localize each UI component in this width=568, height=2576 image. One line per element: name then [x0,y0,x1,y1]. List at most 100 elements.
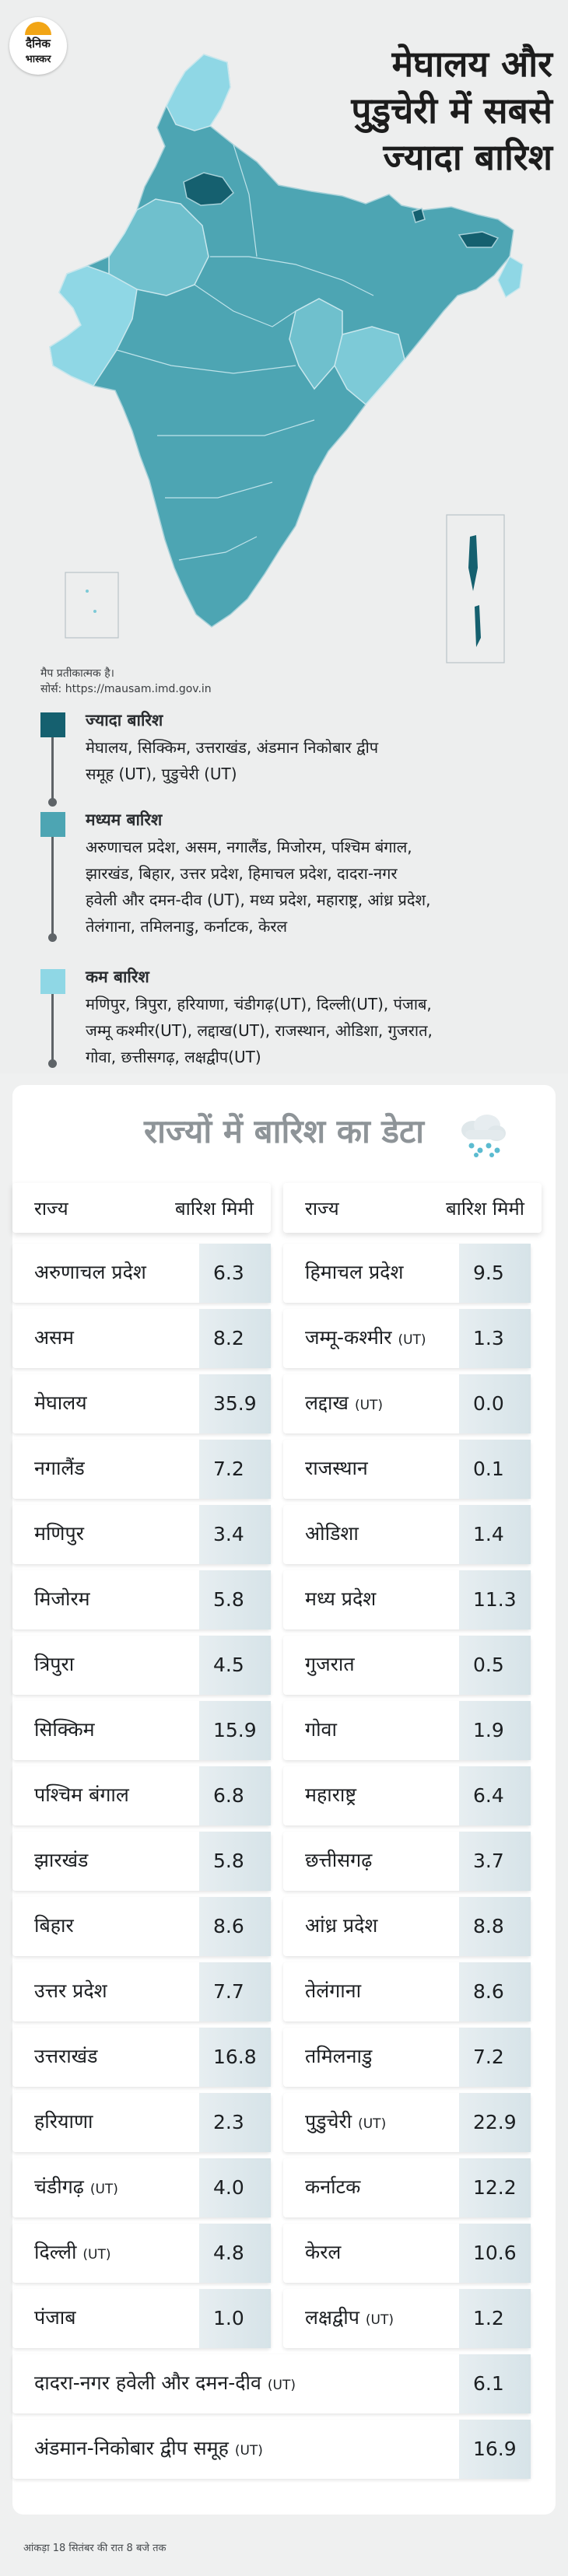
state-name: लक्षद्वीप (UT) [305,2305,394,2333]
legend-text-low: मणिपुर, त्रिपुरा, हरियाणा, चंडीगढ़(UT), … [86,991,552,1070]
rain-cloud-icon [461,1115,506,1157]
state-name: पश्चिम बंगाल [34,1782,129,1811]
table-row: बिहार 8.6 [12,1897,271,1956]
ut-suffix: (UT) [398,1332,426,1348]
rainfall-value: 1.3 [459,1309,531,1368]
state-name: चंडीगढ़ (UT) [34,2174,118,2203]
legend-line: हवेली और दमन-दीव (UT), मध्य प्रदेश, महार… [86,891,431,909]
table-row: नगालैंड 7.2 [12,1440,271,1499]
legend-dot [48,798,57,807]
state-name-text: मिजोरम [34,1587,90,1610]
state-name-text: कर्नाटक [305,2175,361,2198]
rainfall-value: 11.3 [459,1570,531,1629]
map-lakshadweep-dots [86,590,89,593]
state-name: कर्नाटक [305,2174,360,2203]
state-name-text: उत्तराखंड [34,2045,98,2067]
rainfall-value: 15.9 [199,1701,271,1760]
table-row: असम 8.2 [12,1309,271,1368]
rainfall-value: 0.1 [459,1440,531,1499]
rainfall-value: 5.8 [199,1570,271,1629]
table-row: मेघालय 35.9 [12,1374,271,1433]
table-header-left: राज्य बारिश मिमी [12,1183,271,1233]
state-name-text: केरल [305,2241,342,2263]
map-region-high-sikkim [412,208,426,223]
ut-suffix: (UT) [365,2312,394,2328]
rainfall-value: 3.7 [459,1832,531,1891]
rainfall-value: 6.3 [199,1244,271,1303]
rainfall-value: 8.6 [459,1962,531,2021]
headline-line1: मेघालय और [391,43,552,85]
state-name: राजस्थान [305,1455,368,1484]
legend-connector [51,994,54,1064]
state-name: अंडमान-निकोबार द्वीप समूह (UT) [34,2435,263,2464]
legend-title-medium: मध्यम बारिश [86,810,163,829]
state-name: बिहार [34,1913,74,1941]
rainfall-value: 3.4 [199,1505,271,1564]
ut-suffix: (UT) [267,2378,296,2393]
state-name: पंजाब [34,2305,76,2333]
legend-swatch-medium [40,812,65,837]
table-row: गोवा 1.9 [283,1701,531,1760]
state-name: हिमाचल प्रदेश [305,1259,403,1288]
state-name: सिक्किम [34,1717,95,1745]
rainfall-value: 1.9 [459,1701,531,1760]
table-row: लद्दाख (UT) 0.0 [283,1374,531,1433]
state-name: लद्दाख (UT) [305,1390,383,1419]
rainfall-value: 9.5 [459,1244,531,1303]
map-region-low-odisha [334,326,405,406]
state-name-text: गोवा [305,1718,337,1741]
legend-title-high: ज्यादा बारिश [86,711,163,730]
table-row: दादरा-नगर हवेली और दमन-दीव (UT) 6.1 [12,2354,531,2413]
legend-connector [51,837,54,938]
rainfall-value: 12.2 [459,2158,531,2217]
state-name-text: पुडुचेरी [305,2110,352,2133]
rainfall-value: 1.4 [459,1505,531,1564]
state-name: ओडिशा [305,1521,359,1549]
map-andaman-islands [468,535,481,647]
map-region-low-gujarat [49,265,138,387]
col-state-header: राज्य [34,1198,68,1220]
legend-line: गोवा, छत्तीसगढ़, लक्षद्वीप(UT) [86,1048,261,1066]
headline: मेघालय और पुडुचेरी में सबसे ज्यादा बारिश [272,40,552,180]
table-row: लक्षद्वीप (UT) 1.2 [283,2289,531,2348]
map-lakshadweep-dot [93,610,96,613]
state-name: पुडुचेरी (UT) [305,2109,386,2137]
state-name-text: झारखंड [34,1849,89,1871]
state-name: गोवा [305,1717,337,1745]
rainfall-value: 1.2 [459,2289,531,2348]
rainfall-value: 7.2 [459,2028,531,2087]
rainfall-value: 4.5 [199,1636,271,1695]
table-row: सिक्किम 15.9 [12,1701,271,1760]
legend-connector [51,737,54,801]
col-state-header: राज्य [305,1198,339,1220]
rainfall-value: 0.0 [459,1374,531,1433]
legend-line: समूह (UT), पुडुचेरी (UT) [86,765,237,783]
legend-line: जम्मू कश्मीर(UT), लद्दाख(UT), राजस्थान, … [86,1021,433,1040]
state-name-text: अंडमान-निकोबार द्वीप समूह [34,2437,229,2459]
map-state-borders [116,144,374,561]
legend-line: अरुणाचल प्रदेश, असम, नगालैंड, मिजोरम, पश… [86,838,412,856]
rainfall-value: 8.2 [199,1309,271,1368]
state-name-text: राजस्थान [305,1457,368,1479]
table-row: कर्नाटक 12.2 [283,2158,531,2217]
table-row: चंडीगढ़ (UT) 4.0 [12,2158,271,2217]
state-name-text: चंडीगढ़ [34,2175,84,2198]
state-name-text: जम्मू-कश्मीर [305,1326,392,1349]
table-row: मणिपुर 3.4 [12,1505,271,1564]
state-name-text: हरियाणा [34,2110,93,2133]
footer-note: आंकड़ा 18 सितंबर की रात 8 बजे तक [23,2543,167,2554]
legend-line: तेलंगाना, तमिलनाडु, कर्नाटक, केरल [86,917,288,936]
state-name-text: हिमाचल प्रदेश [305,1261,404,1283]
state-name: गुजरात [305,1651,355,1680]
rainfall-value: 7.2 [199,1440,271,1499]
state-name: आंध्र प्रदेश [305,1913,377,1941]
state-name-text: पंजाब [34,2306,76,2329]
map-inset-lakshadweep [65,572,119,639]
state-name-text: आंध्र प्रदेश [305,1914,378,1937]
legend-title-low: कम बारिश [86,968,149,986]
state-name-text: लक्षद्वीप [305,2306,359,2329]
legend-line: मेघालय, सिक्किम, उत्तराखंड, अंडमान निकोब… [86,738,379,757]
table-row: झारखंड 5.8 [12,1832,271,1891]
rainfall-value: 4.0 [199,2158,271,2217]
map-region-low-rajasthan [108,198,209,296]
